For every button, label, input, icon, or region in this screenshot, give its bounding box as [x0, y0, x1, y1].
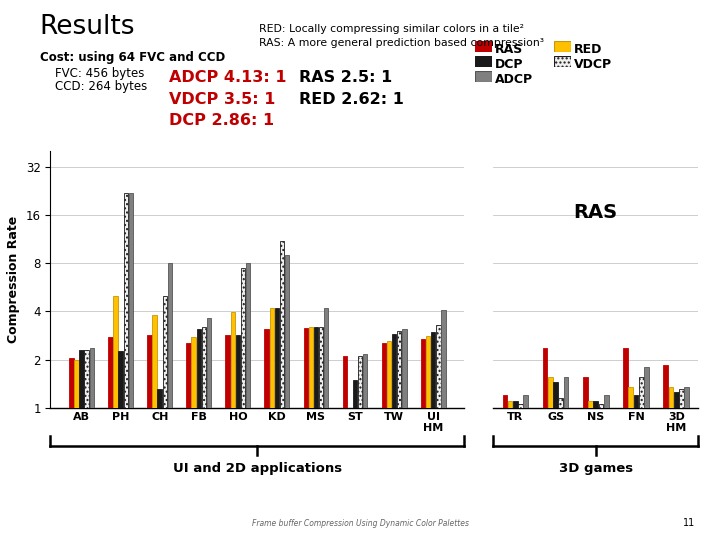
Bar: [202, 327, 206, 540]
Bar: [583, 377, 588, 540]
Text: FVC: 456 bytes: FVC: 456 bytes: [40, 68, 144, 80]
Text: RAS: A more general prediction based compression³: RAS: A more general prediction based com…: [259, 38, 544, 48]
Bar: [309, 327, 313, 540]
Text: Cost: using 64 FVC and CCD: Cost: using 64 FVC and CCD: [40, 51, 225, 64]
Bar: [598, 404, 603, 540]
Bar: [153, 315, 157, 540]
Bar: [304, 328, 308, 540]
Text: ADCP: ADCP: [495, 73, 533, 86]
Text: VDCP: VDCP: [574, 58, 612, 71]
Bar: [564, 377, 568, 540]
Bar: [624, 348, 628, 540]
Text: RED: RED: [574, 43, 602, 56]
Bar: [629, 387, 633, 540]
Bar: [663, 365, 668, 540]
Text: Frame buffer Compression Using Dynamic Color Palettes: Frame buffer Compression Using Dynamic C…: [251, 519, 469, 528]
Bar: [559, 398, 563, 540]
Bar: [639, 377, 644, 540]
Bar: [240, 268, 246, 540]
Bar: [669, 387, 673, 540]
Bar: [426, 336, 431, 540]
Text: 11: 11: [683, 518, 695, 528]
Bar: [84, 350, 89, 540]
Text: ADCP 4.13: 1: ADCP 4.13: 1: [169, 70, 287, 85]
Bar: [285, 255, 289, 540]
Text: Results: Results: [40, 14, 135, 39]
Bar: [163, 296, 167, 540]
Bar: [548, 377, 553, 540]
Bar: [168, 263, 172, 540]
Text: DCP: DCP: [495, 58, 523, 71]
Bar: [674, 392, 679, 540]
Bar: [397, 332, 402, 540]
Bar: [523, 395, 528, 540]
Bar: [358, 356, 362, 540]
Bar: [207, 318, 211, 540]
Bar: [382, 342, 386, 540]
Bar: [503, 395, 507, 540]
Bar: [324, 308, 328, 540]
Bar: [235, 335, 240, 540]
Bar: [225, 335, 230, 540]
Bar: [230, 312, 235, 540]
Bar: [319, 327, 323, 540]
Bar: [431, 333, 436, 540]
Bar: [634, 395, 639, 540]
Y-axis label: Compression Rate: Compression Rate: [7, 216, 20, 343]
Bar: [89, 348, 94, 540]
Bar: [588, 401, 593, 540]
Bar: [192, 338, 196, 540]
Bar: [436, 325, 441, 540]
Bar: [543, 348, 547, 540]
Text: 3D games: 3D games: [559, 462, 633, 475]
Bar: [508, 401, 513, 540]
Bar: [679, 389, 684, 540]
Bar: [197, 329, 201, 540]
Bar: [348, 443, 352, 540]
Bar: [363, 354, 367, 540]
Text: DCP 2.86: 1: DCP 2.86: 1: [169, 113, 274, 129]
Bar: [343, 356, 347, 540]
Bar: [246, 263, 251, 540]
Text: RAS: RAS: [495, 43, 523, 56]
Bar: [604, 395, 608, 540]
Bar: [402, 329, 407, 540]
Bar: [420, 339, 426, 540]
Text: RAS: RAS: [574, 203, 618, 222]
Bar: [685, 387, 689, 540]
Text: RAS 2.5: 1: RAS 2.5: 1: [299, 70, 392, 85]
Bar: [186, 342, 191, 540]
Bar: [79, 350, 84, 540]
Bar: [441, 309, 446, 540]
Bar: [69, 358, 73, 540]
Bar: [387, 341, 391, 540]
Bar: [264, 329, 269, 540]
Bar: [392, 334, 397, 540]
Text: RED 2.62: 1: RED 2.62: 1: [299, 92, 404, 107]
Bar: [113, 296, 118, 540]
Text: VDCP 3.5: 1: VDCP 3.5: 1: [169, 92, 276, 107]
Bar: [124, 193, 128, 540]
Bar: [553, 382, 558, 540]
Bar: [513, 401, 518, 540]
Bar: [518, 404, 523, 540]
Text: RED: Locally compressing similar colors in a tile²: RED: Locally compressing similar colors …: [259, 24, 524, 35]
Bar: [314, 327, 318, 540]
Bar: [158, 389, 162, 540]
Bar: [118, 352, 123, 540]
Bar: [353, 380, 357, 540]
Bar: [279, 241, 284, 540]
Bar: [74, 360, 79, 540]
Bar: [593, 401, 598, 540]
Text: UI and 2D applications: UI and 2D applications: [173, 462, 342, 475]
Bar: [129, 193, 133, 540]
Text: CCD: 264 bytes: CCD: 264 bytes: [40, 80, 147, 93]
Bar: [644, 367, 649, 540]
Bar: [274, 308, 279, 540]
Bar: [269, 308, 274, 540]
Bar: [148, 335, 152, 540]
Bar: [108, 338, 113, 540]
